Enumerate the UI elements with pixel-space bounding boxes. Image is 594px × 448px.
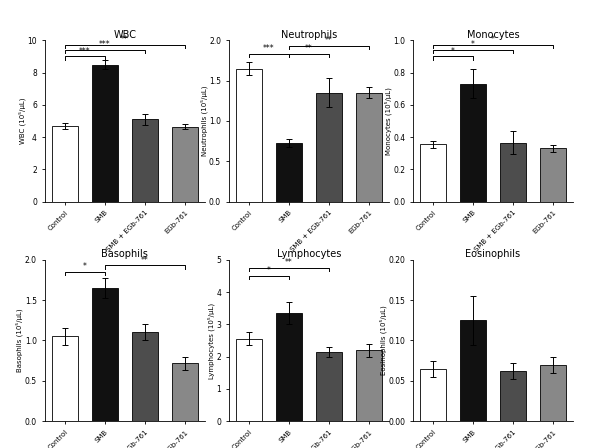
Text: *: *: [491, 35, 495, 44]
Bar: [236, 69, 262, 202]
Bar: [460, 320, 486, 421]
Bar: [132, 332, 158, 421]
Bar: [460, 84, 486, 202]
Title: WBC: WBC: [113, 30, 136, 39]
Text: ***: ***: [79, 47, 90, 56]
Bar: [132, 119, 158, 202]
Text: *: *: [451, 47, 455, 56]
Text: **: **: [285, 258, 293, 267]
Bar: [316, 352, 342, 421]
Text: **: **: [141, 256, 148, 265]
Text: ***: ***: [263, 44, 274, 53]
Bar: [172, 127, 198, 202]
Bar: [356, 93, 382, 202]
Bar: [316, 93, 342, 202]
Y-axis label: Neutrophils (10⁵/μL): Neutrophils (10⁵/μL): [200, 86, 207, 156]
Title: Lymphocytes: Lymphocytes: [277, 249, 341, 259]
Y-axis label: WBC (10⁵/μL): WBC (10⁵/μL): [18, 98, 26, 144]
Bar: [52, 336, 78, 421]
Text: *: *: [83, 262, 87, 271]
Y-axis label: Basophils (10⁵/μL): Basophils (10⁵/μL): [16, 309, 23, 372]
Bar: [276, 313, 302, 421]
Text: *: *: [471, 40, 475, 49]
Bar: [236, 339, 262, 421]
Text: ***: ***: [99, 40, 110, 49]
Bar: [540, 365, 566, 421]
Text: **: **: [305, 44, 313, 53]
Title: Monocytes: Monocytes: [467, 30, 519, 39]
Bar: [91, 288, 118, 421]
Bar: [420, 369, 446, 421]
Text: *: *: [267, 266, 271, 275]
Bar: [172, 363, 198, 421]
Title: Neutrophils: Neutrophils: [281, 30, 337, 39]
Title: Basophils: Basophils: [102, 249, 148, 259]
Y-axis label: Lymphocytes (10⁵/μL): Lymphocytes (10⁵/μL): [207, 302, 215, 379]
Bar: [52, 126, 78, 202]
Bar: [276, 143, 302, 202]
Bar: [91, 65, 118, 202]
Text: (b): (b): [302, 285, 316, 296]
Bar: [356, 350, 382, 421]
Y-axis label: Eosinophils (10⁵/μL): Eosinophils (10⁵/μL): [380, 306, 387, 375]
Bar: [540, 148, 566, 202]
Text: (a): (a): [118, 285, 131, 296]
Bar: [420, 144, 446, 202]
Bar: [500, 371, 526, 421]
Bar: [500, 143, 526, 202]
Y-axis label: Monocytes (10⁵/μL): Monocytes (10⁵/μL): [384, 87, 391, 155]
Title: Eosinophils: Eosinophils: [466, 249, 520, 259]
Text: **: **: [121, 35, 129, 44]
Text: **: **: [325, 36, 333, 45]
Text: (c): (c): [486, 285, 500, 296]
